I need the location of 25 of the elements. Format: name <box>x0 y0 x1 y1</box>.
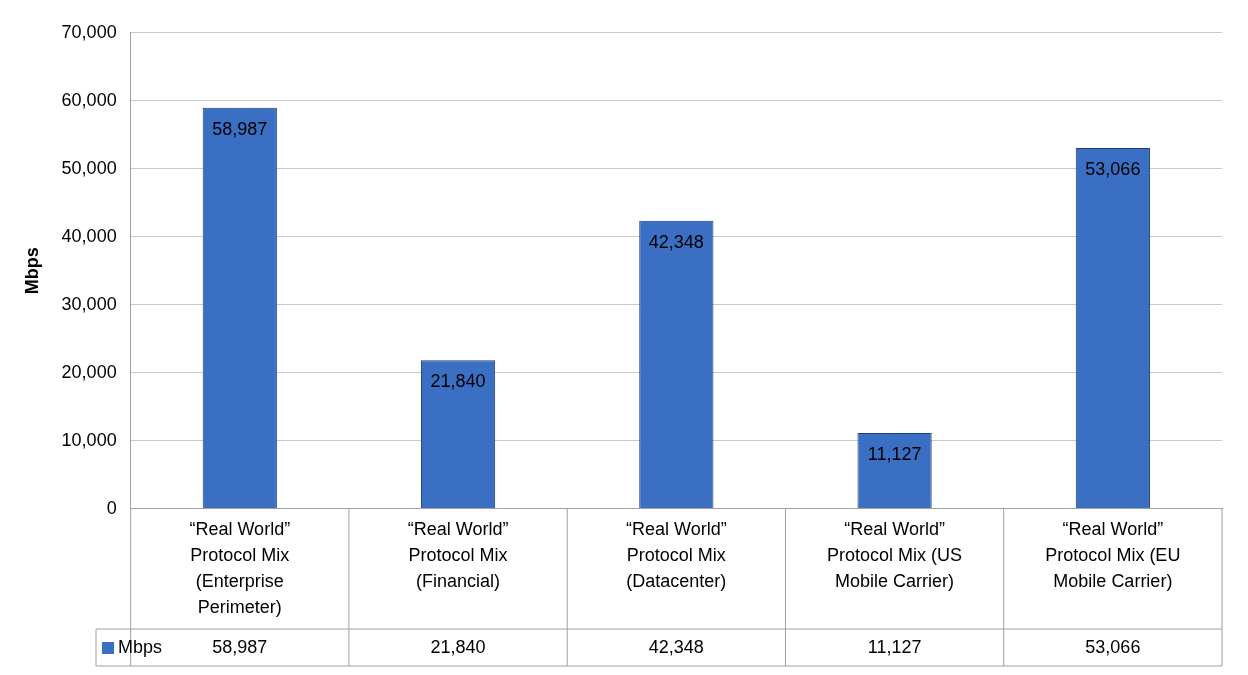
data-label: 21,840 <box>430 636 486 657</box>
text: 42,348 <box>648 231 704 252</box>
y-tick-label: 20,000 <box>61 361 117 382</box>
data-label: 11,127 <box>867 636 922 657</box>
text: 11,127 <box>867 443 922 464</box>
y-tick-label: 60,000 <box>61 89 117 110</box>
x-tick-label: “Real World” Protocol Mix (Enterprise Perimeter) <box>189 518 291 617</box>
y-tick-label: 30,000 <box>61 293 117 314</box>
text: 53,066 <box>1085 158 1141 179</box>
y-tick-label: 50,000 <box>61 157 117 178</box>
y-axis-title: Mbps <box>21 247 42 295</box>
x-tick-label: “Real World” Protocol Mix (EU Mobile Carrier) <box>1045 518 1181 591</box>
data-label: 42,348 <box>648 636 704 657</box>
x-tick-label: “Real World” Protocol Mix (Financial) <box>407 518 509 591</box>
y-tick-label: 40,000 <box>61 225 117 246</box>
data-label: 58,987 <box>212 636 268 657</box>
text: 21,840 <box>430 371 486 392</box>
y-tick-label: 70,000 <box>61 21 117 42</box>
y-tick-label: 10,000 <box>61 429 117 450</box>
y-tick-label: 0 <box>106 497 117 518</box>
text: 58,987 <box>212 118 268 139</box>
data-label: 53,066 <box>1085 636 1141 657</box>
x-tick-label: “Real World” Protocol Mix (US Mobile Carrier) <box>827 518 963 591</box>
legend-label: Mbps <box>118 636 163 657</box>
x-tick-label: “Real World” Protocol Mix (Datacenter) <box>625 518 727 591</box>
